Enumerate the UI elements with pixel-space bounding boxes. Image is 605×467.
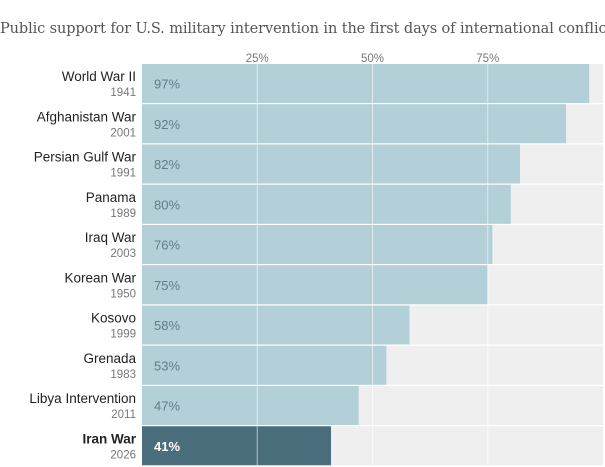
bar-value-label: 82% [154, 157, 180, 172]
bar-value-label: 76% [154, 238, 180, 253]
bar [142, 426, 332, 466]
bar [142, 225, 493, 264]
bar [142, 184, 511, 224]
tick-label: 50% [361, 53, 384, 65]
year-label: 1941 [110, 87, 136, 99]
category-label: Libya Intervention [29, 391, 136, 406]
category-label: Iraq War [85, 230, 137, 245]
year-label: 1983 [110, 369, 136, 381]
bar [142, 265, 488, 305]
year-label: 1950 [110, 288, 136, 300]
bar-value-label: 80% [154, 197, 180, 212]
year-label: 1991 [110, 168, 136, 180]
category-label: Grenada [83, 351, 136, 366]
bar-value-label: 58% [154, 318, 180, 333]
category-label: Panama [86, 190, 137, 205]
tick-label: 25% [246, 53, 269, 65]
bar [142, 104, 567, 144]
bar-value-label: 75% [154, 278, 180, 293]
bar-value-label: 47% [154, 399, 180, 414]
year-label: 1999 [110, 329, 136, 341]
year-label: 2003 [110, 248, 136, 260]
category-label: Iran War [82, 431, 136, 446]
year-label: 1989 [110, 208, 136, 220]
category-label: Persian Gulf War [34, 150, 137, 165]
bar [142, 345, 387, 385]
year-label: 2026 [110, 449, 136, 461]
category-label: Kosovo [91, 311, 136, 326]
bar [142, 305, 410, 345]
category-label: Korean War [64, 270, 136, 285]
chart-title: Public support for U.S. military interve… [0, 21, 605, 37]
bar [142, 144, 521, 184]
year-label: 2011 [111, 409, 136, 421]
bar-value-label: 97% [154, 77, 180, 92]
bar-value-label: 92% [154, 117, 180, 132]
year-label: 2001 [110, 127, 136, 139]
tick-label: 75% [476, 53, 499, 65]
bar-value-label: 53% [154, 358, 180, 373]
bar-value-label: 41% [154, 439, 180, 454]
category-label: World War II [62, 69, 136, 84]
category-label: Afghanistan War [37, 109, 137, 124]
bar [142, 64, 590, 103]
bar [142, 386, 359, 425]
